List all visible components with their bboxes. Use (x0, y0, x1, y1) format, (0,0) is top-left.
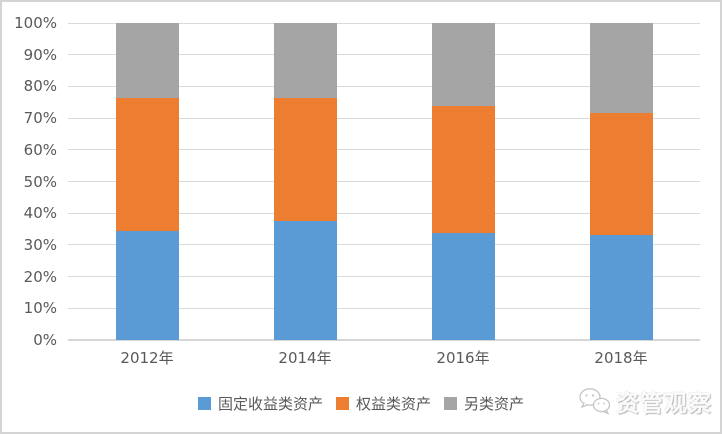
gridline-80 (68, 85, 700, 87)
x-tick-label-2016年: 2016年 (436, 349, 490, 367)
bar-segment-另类资产-2012年 (115, 23, 179, 98)
y-tick-label-0: 0% (33, 331, 57, 349)
gridline-30 (68, 244, 700, 246)
y-axis-labels: 0% 10% 20% 30% 40% 50% 60% 70% 80% 90% 100% (0, 14, 57, 349)
bar-segment-固定收益类资产-2016年 (431, 233, 495, 340)
bar-segment-权益类资产-2014年 (273, 98, 337, 221)
stacked-bar-2018年 (589, 23, 653, 340)
legend: 固定收益类资产 权益类资产 另类资产 (0, 393, 722, 414)
legend-swatch-icon (335, 397, 349, 410)
y-tick-label-70: 70% (23, 109, 57, 128)
legend-label: 另类资产 (464, 395, 525, 413)
gridline-20 (68, 276, 700, 278)
bar-segment-固定收益类资产-2012年 (115, 230, 179, 340)
bar-segment-固定收益类资产-2018年 (589, 235, 653, 340)
y-tick-label-30: 30% (23, 235, 57, 254)
watermark: 资管观察 (578, 384, 712, 418)
bar-segment-权益类资产-2018年 (589, 113, 653, 236)
gridline-100 (68, 22, 700, 24)
y-tick-label-80: 80% (23, 77, 57, 96)
legend-swatch-icon (444, 397, 457, 410)
plot-area (68, 22, 700, 341)
legend-item-另类资产: 另类资产 (444, 393, 524, 414)
bar-segment-另类资产-2018年 (589, 23, 653, 114)
y-tick-label-60: 60% (23, 140, 57, 159)
bar-segment-权益类资产-2012年 (115, 97, 179, 231)
legend-label: 权益类资产 (355, 395, 431, 413)
legend-item-权益类资产: 权益类资产 (335, 393, 431, 414)
bar-segment-另类资产-2016年 (431, 23, 495, 107)
y-tick-label-90: 90% (23, 45, 57, 64)
stacked-bar-2016年 (431, 23, 495, 340)
y-tick-label-40: 40% (23, 204, 57, 223)
gridline-90 (68, 54, 700, 56)
wechat-icon (579, 388, 611, 415)
bar-segment-固定收益类资产-2014年 (273, 220, 337, 340)
y-tick-label-20: 20% (23, 267, 57, 286)
x-tick-label-2018年: 2018年 (594, 349, 648, 367)
gridline-10 (68, 307, 700, 309)
legend-label: 固定收益类资产 (217, 395, 323, 413)
legend-swatch-icon (197, 397, 211, 410)
legend-item-固定收益类资产: 固定收益类资产 (197, 393, 323, 414)
gridline-40 (68, 212, 700, 214)
bar-segment-权益类资产-2016年 (431, 106, 495, 234)
watermark-label: 资管观察 (616, 391, 712, 417)
x-tick-label-2012年: 2012年 (120, 349, 174, 367)
stacked-bar-2014年 (273, 23, 337, 340)
gridline-0 (68, 339, 700, 341)
y-tick-label-10: 10% (23, 299, 57, 318)
x-axis-labels: 2012年 2014年 2016年 2018年 (68, 347, 700, 369)
gridline-70 (68, 117, 700, 119)
y-tick-label-50: 50% (23, 172, 57, 191)
bar-segment-另类资产-2014年 (273, 23, 337, 99)
gridline-50 (68, 181, 700, 182)
stacked-bar-2012年 (115, 23, 179, 340)
x-tick-label-2014年: 2014年 (278, 349, 332, 367)
gridline-60 (68, 149, 700, 151)
y-tick-label-100: 100% (14, 14, 57, 32)
